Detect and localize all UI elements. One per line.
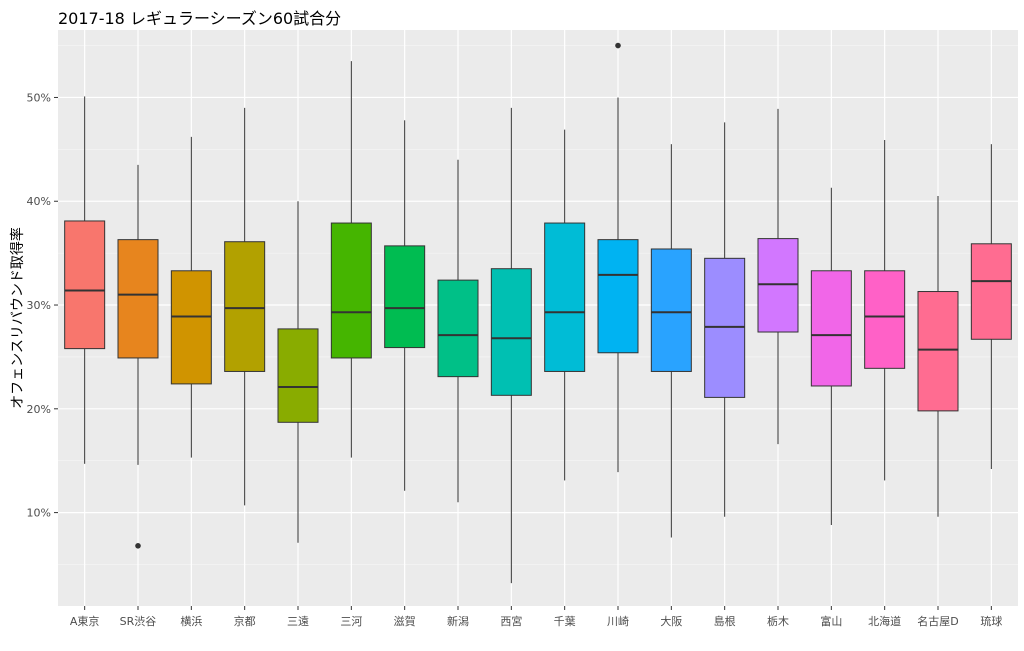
x-tick-label: 横浜 xyxy=(180,614,202,628)
plot-panel xyxy=(58,30,1018,606)
x-tick-label: 西宮 xyxy=(500,614,522,628)
box-group xyxy=(277,201,319,543)
x-tick-label: 栃木 xyxy=(767,614,789,628)
box xyxy=(170,270,212,385)
box xyxy=(224,241,266,372)
y-tick-label: 20% xyxy=(27,403,51,416)
box-group xyxy=(224,107,266,506)
box xyxy=(277,328,319,423)
axis-layer: 10% 20% 30% 40% 50% A東京 SR渋谷 横浜 京都 三遠 三河 滋賀 新潟 西宮 千葉 川崎… xyxy=(27,91,1003,628)
box xyxy=(704,257,746,398)
box-layer xyxy=(64,42,1012,584)
box xyxy=(597,239,639,354)
box-group xyxy=(170,136,212,458)
box xyxy=(864,270,906,369)
x-tick-label: 千葉 xyxy=(554,614,576,628)
box-group xyxy=(330,61,372,458)
box-group xyxy=(650,144,692,538)
x-tick-label: 富山 xyxy=(820,614,842,628)
box-group xyxy=(384,120,426,491)
x-tick-label: 川崎 xyxy=(607,614,629,628)
box-group xyxy=(917,196,959,517)
box-group xyxy=(64,96,106,464)
box-group xyxy=(117,164,159,549)
box xyxy=(330,222,372,359)
x-tick-label: 北海道 xyxy=(868,614,901,628)
x-tick-label: 三河 xyxy=(340,615,362,628)
box xyxy=(437,279,479,378)
box xyxy=(650,248,692,372)
box-group xyxy=(704,122,746,517)
box xyxy=(970,243,1012,340)
box-group xyxy=(810,187,852,526)
box-group xyxy=(864,140,906,481)
x-tick-label: 三遠 xyxy=(287,615,309,628)
box-group xyxy=(490,107,532,584)
x-tick-label: 琉球 xyxy=(980,614,1002,628)
box-group xyxy=(597,42,639,473)
chart-title: 2017-18 レギュラーシーズン60試合分 xyxy=(58,9,342,28)
box xyxy=(64,220,106,350)
x-tick-label: 京都 xyxy=(234,614,256,628)
outlier-point xyxy=(615,42,621,49)
x-tick-label: 新潟 xyxy=(447,614,469,628)
box xyxy=(917,291,959,412)
x-tick-label: 大阪 xyxy=(660,614,682,628)
box-group xyxy=(437,159,479,503)
box xyxy=(544,222,586,372)
box-group xyxy=(757,108,799,445)
x-tick-label: 名古屋D xyxy=(917,614,958,628)
y-tick-label: 10% xyxy=(27,507,51,520)
x-tick-label: 島根 xyxy=(714,614,736,628)
y-tick-label: 30% xyxy=(27,299,51,312)
box xyxy=(117,239,159,359)
box xyxy=(490,268,532,396)
x-tick-label: 滋賀 xyxy=(394,615,416,628)
box-group xyxy=(970,144,1012,470)
box xyxy=(384,245,426,349)
box-group xyxy=(544,129,586,481)
x-tick-label: A東京 xyxy=(70,614,100,628)
y-tick-label: 40% xyxy=(27,195,51,208)
outlier-point xyxy=(135,543,141,549)
x-tick-label: SR渋谷 xyxy=(120,615,157,628)
box xyxy=(810,270,852,387)
y-tick-label: 50% xyxy=(27,91,51,104)
box xyxy=(757,238,799,333)
